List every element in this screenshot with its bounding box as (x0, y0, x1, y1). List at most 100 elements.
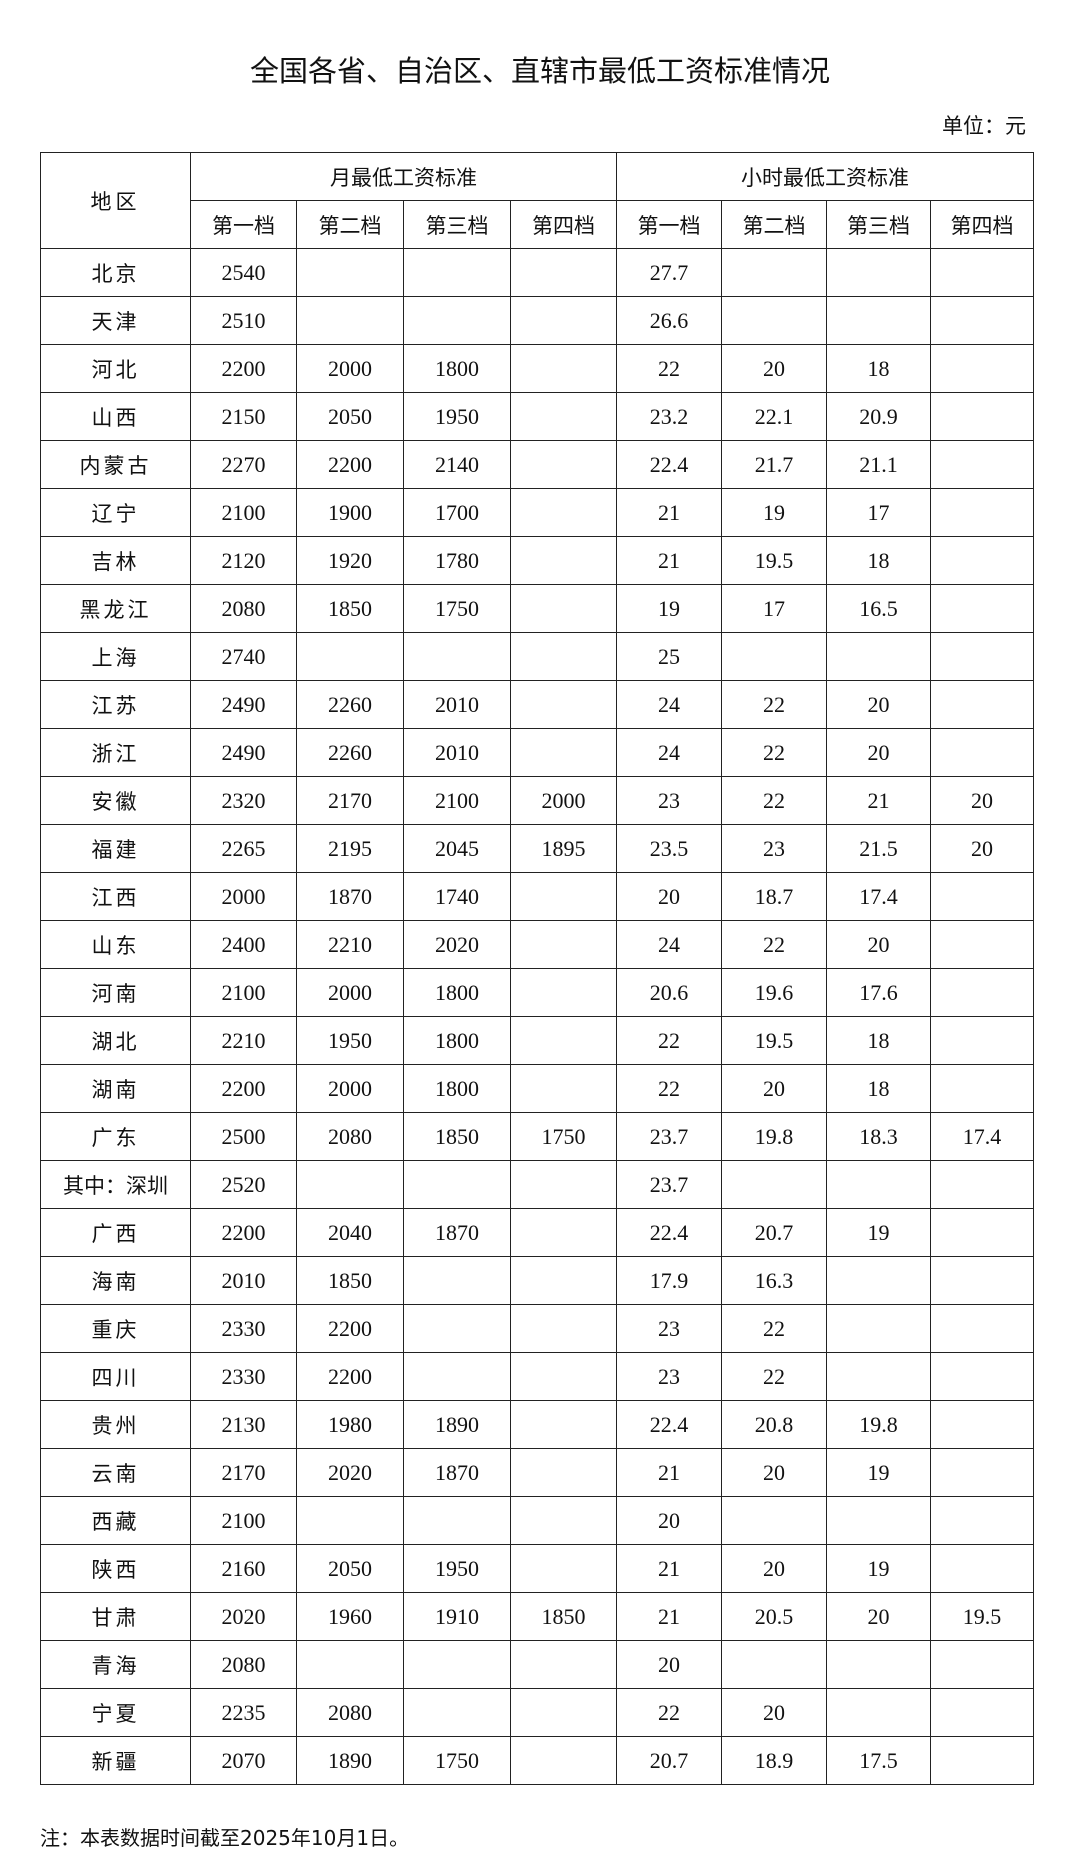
hourly-cell: 20 (721, 1688, 827, 1737)
hourly-cell (930, 728, 1034, 777)
monthly-cell: 2265 (190, 824, 297, 873)
monthly-cell: 1800 (403, 1016, 511, 1065)
hourly-cell (826, 1304, 931, 1353)
monthly-cell: 1950 (296, 1016, 404, 1065)
hourly-cell: 22 (616, 1064, 722, 1113)
monthly-cell: 1740 (403, 872, 511, 921)
header-hourly: 小时最低工资标准 (616, 152, 1034, 201)
hourly-cell (826, 1496, 931, 1545)
monthly-cell: 2200 (296, 440, 404, 489)
hourly-cell: 18 (826, 344, 931, 393)
monthly-cell: 1890 (296, 1736, 404, 1785)
monthly-cell: 2100 (190, 1496, 297, 1545)
monthly-cell: 1750 (510, 1112, 617, 1161)
hourly-cell: 19.6 (721, 968, 827, 1017)
region-cell: 重庆 (40, 1304, 191, 1353)
region-cell: 河北 (40, 344, 191, 393)
monthly-cell (296, 1496, 404, 1545)
hourly-cell (930, 1688, 1034, 1737)
monthly-cell: 1750 (403, 1736, 511, 1785)
table-row: 辽宁 2100 1900 1700 21 19 17 (40, 488, 1034, 537)
hourly-cell: 20.5 (721, 1592, 827, 1641)
region-cell: 黑龙江 (40, 584, 191, 633)
monthly-cell (510, 968, 617, 1017)
hourly-cell: 21.7 (721, 440, 827, 489)
monthly-cell (296, 1640, 404, 1689)
region-cell: 海南 (40, 1256, 191, 1305)
region-cell: 云南 (40, 1448, 191, 1497)
min-wage-table: 地区 月最低工资标准 小时最低工资标准 第一档 第二档 第三档 第四档 第一档 … (40, 152, 1034, 1785)
region-cell: 江苏 (40, 680, 191, 729)
region-cell: 内蒙古 (40, 440, 191, 489)
monthly-cell (403, 632, 511, 681)
hourly-cell: 22 (616, 1688, 722, 1737)
region-cell: 青海 (40, 1640, 191, 1689)
monthly-cell: 1750 (403, 584, 511, 633)
header-hourly-tier-1: 第一档 (616, 200, 722, 249)
hourly-cell (930, 536, 1034, 585)
monthly-cell: 2080 (190, 584, 297, 633)
table-row: 吉林 2120 1920 1780 21 19.5 18 (40, 536, 1034, 585)
monthly-cell: 1910 (403, 1592, 511, 1641)
hourly-cell (930, 440, 1034, 489)
hourly-cell: 20 (616, 1496, 722, 1545)
monthly-cell: 2320 (190, 776, 297, 825)
monthly-cell: 1700 (403, 488, 511, 537)
monthly-cell (403, 1640, 511, 1689)
monthly-cell: 2010 (403, 728, 511, 777)
hourly-cell: 20 (930, 824, 1034, 873)
hourly-cell: 19 (721, 488, 827, 537)
monthly-cell (510, 1736, 617, 1785)
table-row: 甘肃 2020 1960 1910 1850 21 20.5 20 19.5 (40, 1592, 1034, 1641)
monthly-cell: 2120 (190, 536, 297, 585)
monthly-cell: 1920 (296, 536, 404, 585)
monthly-cell (510, 1496, 617, 1545)
monthly-cell: 2000 (296, 968, 404, 1017)
monthly-cell: 2200 (190, 1064, 297, 1113)
hourly-cell (826, 1160, 931, 1209)
hourly-cell: 20.7 (616, 1736, 722, 1785)
hourly-cell: 20 (826, 920, 931, 969)
monthly-cell (510, 1352, 617, 1401)
region-cell: 宁夏 (40, 1688, 191, 1737)
monthly-cell (510, 1448, 617, 1497)
table-row: 河南 2100 2000 1800 20.6 19.6 17.6 (40, 968, 1034, 1017)
header-hourly-tier-3: 第三档 (826, 200, 931, 249)
monthly-cell: 2070 (190, 1736, 297, 1785)
region-cell: 安徽 (40, 776, 191, 825)
hourly-cell (930, 632, 1034, 681)
hourly-cell: 17.4 (826, 872, 931, 921)
hourly-cell: 19 (616, 584, 722, 633)
monthly-cell: 2400 (190, 920, 297, 969)
hourly-cell (721, 1640, 827, 1689)
hourly-cell (930, 392, 1034, 441)
region-cell: 河南 (40, 968, 191, 1017)
hourly-cell (930, 1208, 1034, 1257)
hourly-cell (930, 1496, 1034, 1545)
header-monthly-tier-3: 第三档 (403, 200, 511, 249)
hourly-cell (930, 488, 1034, 537)
hourly-cell (930, 968, 1034, 1017)
unit-label: 单位：元 (942, 114, 1026, 138)
table-row: 海南 2010 1850 17.9 16.3 (40, 1256, 1034, 1305)
hourly-cell: 17 (826, 488, 931, 537)
monthly-cell: 2200 (296, 1304, 404, 1353)
hourly-cell: 18.3 (826, 1112, 931, 1161)
monthly-cell: 2040 (296, 1208, 404, 1257)
hourly-cell: 20.7 (721, 1208, 827, 1257)
hourly-cell (826, 1640, 931, 1689)
hourly-cell: 18 (826, 536, 931, 585)
region-cell: 湖南 (40, 1064, 191, 1113)
hourly-cell: 23.2 (616, 392, 722, 441)
table-row: 上海 2740 25 (40, 632, 1034, 681)
monthly-cell (510, 632, 617, 681)
monthly-cell: 2150 (190, 392, 297, 441)
hourly-cell (721, 632, 827, 681)
hourly-cell: 27.7 (616, 248, 722, 297)
table-row: 云南 2170 2020 1870 21 20 19 (40, 1448, 1034, 1497)
monthly-cell: 1950 (403, 1544, 511, 1593)
hourly-cell (930, 1400, 1034, 1449)
monthly-cell: 1800 (403, 968, 511, 1017)
monthly-cell: 2200 (190, 1208, 297, 1257)
monthly-cell: 2000 (296, 1064, 404, 1113)
